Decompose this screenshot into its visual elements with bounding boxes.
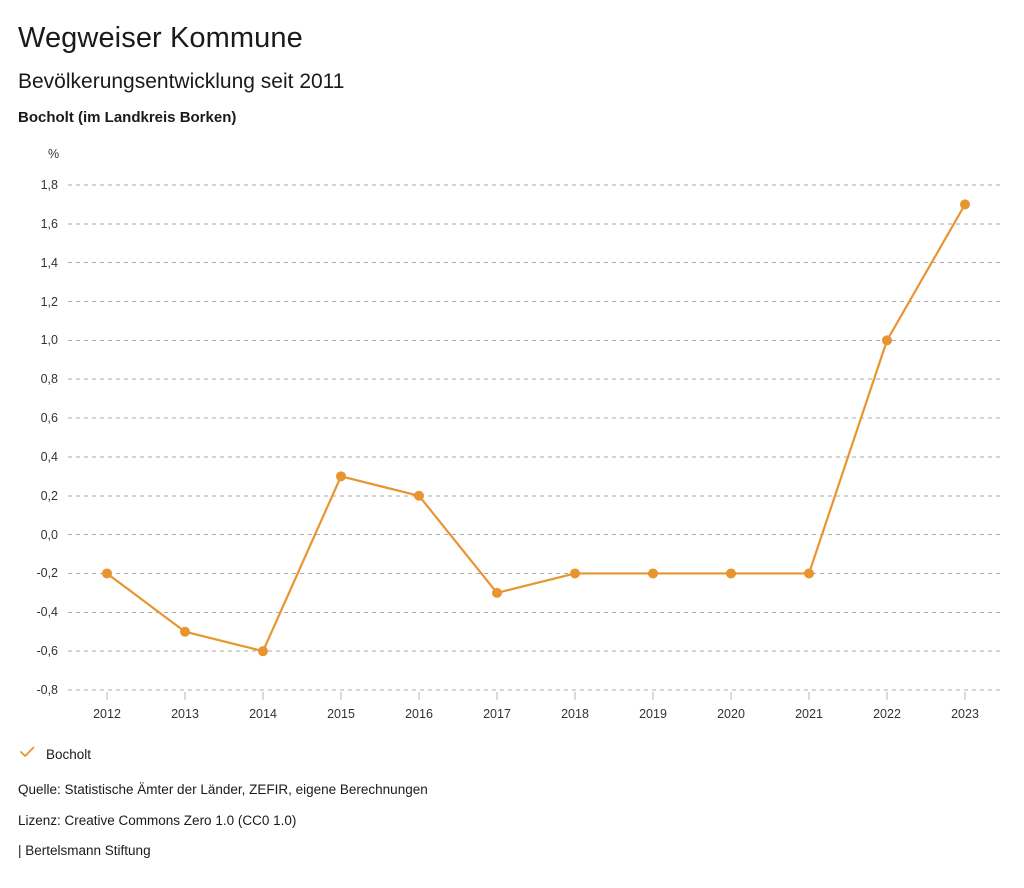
legend-item-bocholt[interactable]: Bocholt: [20, 745, 91, 763]
y-axis-tick-label: 0,8: [40, 372, 58, 387]
y-axis-tick-label: -0,2: [36, 566, 58, 581]
x-axis-tick-label: 2018: [561, 707, 589, 721]
chart-title: Bevölkerungsentwicklung seit 2011: [18, 70, 345, 93]
x-axis-tick-label: 2016: [405, 707, 433, 721]
y-axis-tick-label: 1,2: [40, 294, 58, 309]
footer-publisher: | Bertelsmann Stiftung: [18, 843, 151, 858]
x-axis-tick-label: 2012: [93, 707, 121, 721]
x-axis-tick-label: 2014: [249, 707, 277, 721]
footer-license: Lizenz: Creative Commons Zero 1.0 (CC0 1…: [18, 812, 297, 828]
x-axis-tick-label: 2023: [951, 707, 979, 721]
legend-item-label: Bocholt: [46, 746, 92, 762]
y-axis-tick-label: -0,4: [36, 605, 58, 620]
chart-header: Wegweiser Kommune Bevölkerungsentwicklun…: [18, 0, 1008, 126]
x-axis-tick-label: 2019: [639, 707, 667, 721]
x-axis-tick-label: 2015: [327, 707, 355, 721]
y-axis-tick-label: 0,6: [40, 411, 58, 426]
x-axis-tick-label: 2022: [873, 707, 901, 721]
x-axis-tick-label: 2021: [795, 707, 823, 721]
y-axis-tick-label: 1,6: [40, 216, 58, 231]
x-axis-tick-label: 2013: [171, 707, 199, 721]
y-axis-tick-label: 0,2: [40, 488, 58, 503]
y-axis-tick-label: 1,0: [40, 333, 58, 348]
y-axis-tick-label: 1,8: [40, 178, 58, 192]
chart-plot-svg: [68, 184, 1004, 700]
line-chart: % 1,8 1,6 1,4 1,2 1,0 0,8 0,6 0,4 0,2 0,0 -0,2 -0,4…: [36, 147, 1004, 721]
y-axis-tick-label: -0,6: [36, 644, 58, 659]
y-axis-tick-label: 0,4: [40, 449, 58, 464]
chart-subtitle-region: Bocholt (im Landkreis Borken): [18, 109, 237, 126]
chart-footer: Quelle: Statistische Ämter der Länder, Z…: [18, 783, 978, 875]
footer-source: Quelle: Statistische Ämter der Länder, Z…: [18, 782, 428, 797]
page-title: Wegweiser Kommune: [18, 22, 303, 54]
chart-legend: Bocholt: [20, 745, 91, 763]
x-axis-tick-label: 2017: [483, 707, 511, 721]
x-axis-tick-label: 2020: [717, 707, 745, 721]
y-axis-tick-label: 1,4: [40, 255, 58, 270]
y-axis-tick-label: -0,8: [36, 683, 58, 697]
check-icon: [20, 745, 35, 763]
y-axis-unit-label: %: [48, 147, 60, 161]
y-axis-tick-label: 0,0: [40, 527, 58, 542]
